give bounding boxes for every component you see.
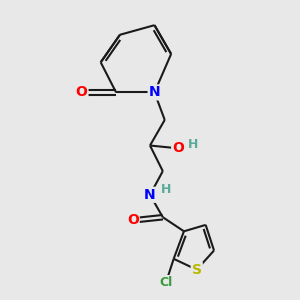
Text: S: S	[192, 263, 202, 277]
Text: H: H	[161, 183, 171, 196]
Text: O: O	[172, 141, 184, 155]
Text: H: H	[188, 138, 199, 151]
Text: O: O	[127, 213, 139, 227]
Text: N: N	[144, 188, 156, 202]
Text: O: O	[76, 85, 87, 99]
Text: N: N	[149, 85, 160, 99]
Text: Cl: Cl	[159, 276, 172, 289]
